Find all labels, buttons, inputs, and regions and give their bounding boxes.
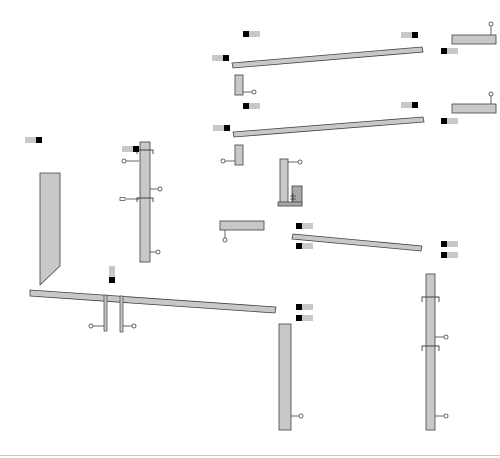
part-upright-with-foot	[277, 158, 303, 207]
bracket-icon	[421, 345, 440, 351]
part-top-long-rail	[231, 46, 424, 69]
bracket-icon	[421, 296, 440, 302]
part-short-bar	[219, 220, 265, 243]
part-left-post	[119, 141, 163, 263]
part-center-post	[278, 323, 304, 431]
part-angled-rail	[291, 233, 423, 252]
part-right-post	[421, 273, 449, 431]
bracket-icon	[136, 197, 154, 202]
part-mid-right-bar	[451, 91, 497, 114]
part-bottom-long-rail	[29, 289, 277, 333]
hinge-icon	[290, 193, 296, 202]
part-small-post-top	[234, 74, 257, 96]
part-top-right-bar	[451, 21, 497, 45]
part-second-long-rail	[232, 116, 425, 138]
callout-tags	[25, 31, 458, 321]
bracket-icon	[136, 149, 154, 154]
bottom-divider	[0, 455, 500, 456]
part-wedge-panel	[39, 172, 61, 286]
part-small-post-mid	[220, 144, 244, 166]
